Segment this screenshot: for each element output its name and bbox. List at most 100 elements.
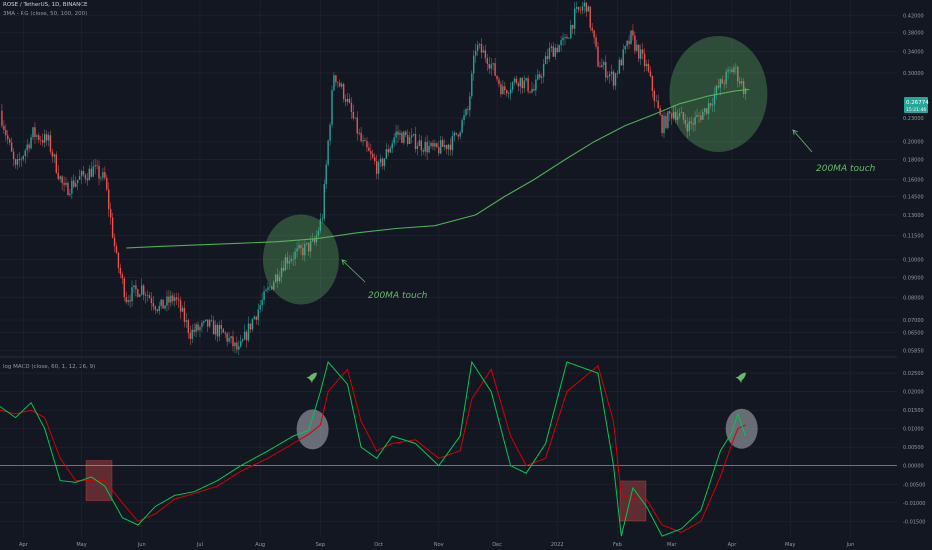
candle-body	[96, 165, 98, 166]
price-tick-label: 0.09000	[903, 275, 924, 281]
candle-body	[540, 76, 543, 78]
ma200-line	[126, 88, 750, 249]
candle-body	[474, 50, 477, 56]
candle-body	[618, 59, 621, 74]
candle-body	[416, 146, 419, 149]
candle-body	[288, 261, 290, 264]
candle-body	[647, 63, 650, 72]
candle-body	[144, 295, 147, 296]
candle-body	[377, 162, 380, 174]
candle-body	[684, 119, 687, 125]
candle-body	[564, 36, 566, 38]
candle-body	[461, 120, 463, 133]
macd-pane[interactable]	[0, 360, 897, 537]
candle-body	[407, 135, 409, 145]
candle-body	[533, 89, 535, 91]
candle-body	[212, 320, 215, 335]
candle-body	[238, 346, 240, 350]
candle-body	[45, 134, 48, 141]
candle-body	[628, 40, 630, 44]
candle-body	[298, 245, 300, 249]
candle-body	[453, 132, 456, 136]
candle-body	[506, 90, 508, 94]
candle-body	[482, 50, 485, 53]
candle-body	[135, 285, 137, 290]
candle-body	[673, 112, 675, 119]
macd-markers	[306, 372, 746, 384]
candle-body	[207, 319, 209, 327]
candle-body	[42, 140, 44, 143]
candle-body	[216, 324, 219, 337]
candle-body	[733, 67, 735, 73]
macd-axis[interactable]: 0.02500 0.02000 0.01500 0.01000 0.00500 0.000…	[897, 358, 932, 538]
candle-body	[484, 50, 487, 59]
candle-body	[170, 295, 172, 303]
candle-body	[341, 83, 343, 87]
candle-body	[632, 30, 634, 36]
macd-tick-label: -0.00500	[903, 482, 925, 488]
candle-body	[593, 30, 595, 38]
x-tick-label: Jun	[845, 542, 854, 548]
candle-body	[572, 25, 574, 29]
candle-body	[447, 144, 450, 150]
candle-body	[201, 322, 203, 328]
price-pane[interactable]: 200MA touch 200MA touch	[1, 0, 876, 356]
candle-body	[119, 267, 122, 275]
candle-body	[626, 40, 628, 47]
candle-body	[438, 147, 440, 154]
x-tick-label: May	[785, 542, 795, 548]
candle-body	[214, 324, 217, 335]
ma-indicator-label[interactable]: 3MA - RG (close, 50, 100, 200)	[3, 11, 88, 17]
price-axis[interactable]: 0.42000 0.38000 0.34000 0.30000 0.23000 0.200…	[897, 0, 932, 357]
candle-body	[575, 7, 578, 9]
candle-body	[243, 331, 246, 340]
candle-body	[603, 62, 605, 66]
candle-body	[12, 151, 15, 160]
candle-body	[251, 319, 254, 330]
candle-body	[443, 144, 446, 147]
candle-body	[725, 71, 727, 84]
candle-body	[261, 300, 263, 306]
candle-body	[32, 127, 34, 138]
candle-body	[581, 6, 584, 11]
candle-body	[249, 323, 252, 330]
candle-body	[232, 336, 234, 347]
candle-body	[236, 342, 238, 350]
candle-body	[197, 324, 199, 331]
candle-body	[640, 49, 642, 59]
candle-body	[700, 115, 702, 120]
candle-body	[702, 112, 704, 120]
candle-body	[115, 246, 118, 253]
price-tick-label: 0.06500	[903, 331, 924, 337]
candle-body	[661, 114, 663, 134]
candle-body	[205, 319, 207, 322]
candle-body	[548, 48, 551, 59]
candle-body	[269, 286, 271, 288]
macd-indicator-label[interactable]: log MACD (close, 60, 1, 12, 26, 9)	[3, 364, 96, 370]
candle-body	[177, 299, 180, 301]
candle-body	[395, 131, 397, 138]
candle-body	[36, 135, 38, 137]
candle-body	[414, 134, 417, 149]
candle-body	[393, 137, 395, 144]
candle-body	[717, 85, 720, 88]
candle-body	[387, 149, 390, 153]
candle-body	[478, 44, 481, 46]
candle-body	[723, 83, 725, 85]
candle-body	[426, 142, 428, 153]
candle-body	[531, 89, 533, 93]
candle-body	[259, 305, 261, 310]
candle-body	[67, 182, 69, 196]
candle-body	[740, 81, 743, 84]
candle-body	[166, 296, 168, 306]
candle-body	[22, 155, 24, 160]
candle-body	[222, 328, 224, 333]
candle-body	[680, 112, 683, 114]
macd-tick-label: -0.01500	[903, 519, 925, 525]
time-axis[interactable]: Apr May Jun Jul Aug Sep Oct Nov Dec 2022 Feb Mar Apr…	[0, 538, 932, 550]
candle-body	[562, 37, 564, 41]
candle-body	[113, 237, 116, 247]
candle-body	[75, 183, 77, 187]
candles	[1, 0, 747, 356]
